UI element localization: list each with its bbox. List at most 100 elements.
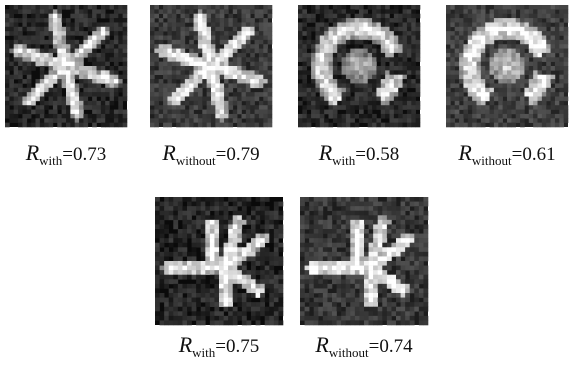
pixel bbox=[154, 14, 159, 19]
pixel bbox=[207, 83, 212, 88]
pixel bbox=[105, 83, 110, 88]
pixel bbox=[559, 105, 564, 110]
pixel bbox=[164, 238, 169, 243]
pixel bbox=[224, 101, 229, 106]
pixel bbox=[150, 40, 155, 45]
pixel bbox=[463, 79, 468, 84]
pixel bbox=[346, 83, 351, 88]
pixel bbox=[398, 97, 403, 102]
pixel bbox=[163, 70, 168, 75]
pixel bbox=[49, 18, 54, 23]
pixel bbox=[381, 44, 386, 49]
pixel bbox=[455, 83, 460, 88]
pixel bbox=[385, 75, 390, 80]
pixel bbox=[182, 302, 187, 307]
pixel bbox=[419, 311, 424, 316]
pixel bbox=[150, 83, 155, 88]
pixel bbox=[220, 57, 225, 62]
pixel bbox=[114, 22, 119, 27]
pixel bbox=[219, 197, 224, 202]
pixel bbox=[414, 238, 419, 243]
pixel bbox=[359, 270, 364, 275]
pixel bbox=[387, 247, 392, 252]
pixel bbox=[498, 88, 503, 93]
pixel bbox=[224, 302, 229, 307]
pixel bbox=[520, 22, 525, 27]
pixel bbox=[164, 266, 169, 271]
pixel bbox=[455, 18, 460, 23]
pixel bbox=[323, 275, 328, 280]
pixel bbox=[228, 288, 233, 293]
pixel bbox=[364, 211, 369, 216]
pixel bbox=[202, 110, 207, 115]
pixel bbox=[185, 57, 190, 62]
pixel bbox=[159, 79, 164, 84]
pixel bbox=[468, 123, 473, 128]
pixel bbox=[185, 27, 190, 32]
pixel bbox=[255, 83, 260, 88]
pixel bbox=[92, 36, 97, 41]
pixel bbox=[22, 49, 27, 54]
pixel bbox=[390, 88, 395, 93]
pixel bbox=[114, 118, 119, 123]
pixel bbox=[455, 27, 460, 32]
pixel bbox=[529, 62, 534, 67]
pixel bbox=[75, 110, 80, 115]
pixel bbox=[167, 49, 172, 54]
pixel bbox=[40, 53, 45, 58]
pixel bbox=[242, 234, 247, 239]
pixel bbox=[382, 224, 387, 229]
pixel bbox=[341, 320, 346, 325]
pixel bbox=[22, 14, 27, 19]
pixel bbox=[214, 316, 219, 321]
pixel bbox=[228, 101, 233, 106]
pixel bbox=[31, 110, 36, 115]
pixel bbox=[337, 123, 342, 128]
pixel bbox=[416, 88, 421, 93]
pixel bbox=[79, 97, 84, 102]
pixel bbox=[363, 88, 368, 93]
pixel bbox=[302, 31, 307, 36]
pixel bbox=[307, 92, 312, 97]
pixel bbox=[411, 114, 416, 119]
pixel bbox=[110, 44, 115, 49]
pixel bbox=[463, 75, 468, 80]
pixel bbox=[27, 114, 32, 119]
pixel bbox=[511, 53, 516, 58]
pixel bbox=[268, 92, 273, 97]
pixel bbox=[228, 256, 233, 261]
pixel bbox=[385, 79, 390, 84]
pixel bbox=[79, 40, 84, 45]
pixel bbox=[44, 62, 49, 67]
pixel bbox=[31, 123, 36, 128]
pixel bbox=[228, 206, 233, 211]
pixel bbox=[564, 18, 569, 23]
pixel bbox=[416, 92, 421, 97]
pixel bbox=[498, 70, 503, 75]
pixel bbox=[564, 31, 569, 36]
pixel bbox=[75, 14, 80, 19]
pixel bbox=[185, 83, 190, 88]
pixel bbox=[398, 88, 403, 93]
pixel bbox=[173, 202, 178, 207]
pixel bbox=[246, 75, 251, 80]
pixel bbox=[242, 316, 247, 321]
pixel bbox=[237, 238, 242, 243]
pixel bbox=[228, 311, 233, 316]
pixel bbox=[407, 36, 412, 41]
pixel bbox=[9, 22, 14, 27]
pixel bbox=[369, 220, 374, 225]
pixel bbox=[320, 49, 325, 54]
pixel bbox=[220, 92, 225, 97]
pixel bbox=[83, 22, 88, 27]
pixel bbox=[210, 320, 215, 325]
pixel bbox=[83, 101, 88, 106]
pixel bbox=[101, 22, 106, 27]
pixel bbox=[407, 5, 412, 10]
pixel bbox=[337, 44, 342, 49]
pixel bbox=[337, 211, 342, 216]
pixel bbox=[455, 101, 460, 106]
pixel bbox=[468, 83, 473, 88]
pixel bbox=[207, 123, 212, 128]
pixel bbox=[164, 252, 169, 257]
